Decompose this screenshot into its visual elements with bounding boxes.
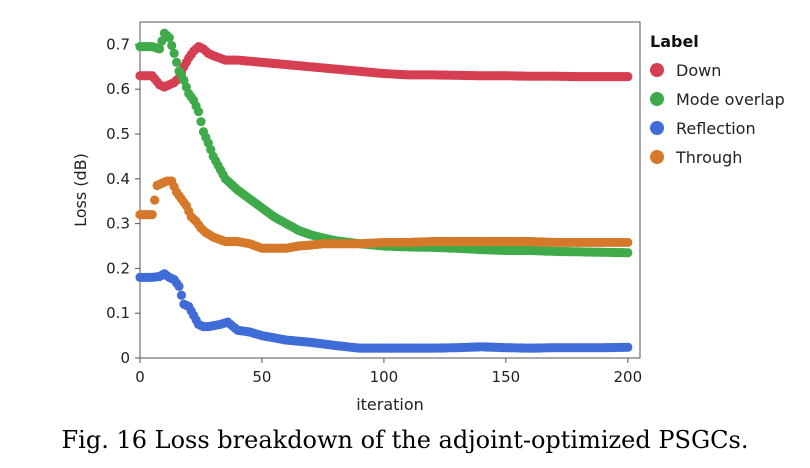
data-point [623, 342, 633, 352]
series-mode-overlap [135, 28, 633, 258]
x-tick-label: 50 [252, 368, 271, 386]
data-points [135, 28, 633, 353]
y-axis-ticks: 0 0.1 0.2 0.3 0.4 0.5 0.6 0.7 [106, 35, 140, 367]
x-axis-title: iteration [356, 395, 424, 414]
y-axis-title: Loss (dB) [71, 153, 90, 227]
legend-label: Mode overlap [676, 90, 785, 109]
plot-frame [139, 21, 641, 359]
series-down [135, 42, 633, 92]
data-point [176, 290, 187, 300]
legend-title: Label [650, 32, 699, 51]
data-point [167, 40, 177, 51]
y-tick-label: 0.5 [106, 125, 130, 143]
legend-label: Through [675, 148, 742, 167]
series-through [135, 176, 633, 253]
figure-caption: Fig. 16 Loss breakdown of the adjoint-op… [61, 426, 749, 454]
legend-marker [650, 63, 664, 77]
y-tick-label: 0.1 [106, 304, 130, 322]
x-axis-ticks: 0 50 100 150 200 [135, 358, 642, 386]
legend-marker [650, 92, 664, 106]
x-tick-label: 200 [613, 368, 642, 386]
data-point [147, 210, 157, 220]
x-tick-label: 0 [135, 368, 145, 386]
legend-marker [650, 121, 664, 135]
data-point [623, 72, 633, 82]
data-point [623, 237, 633, 248]
x-tick-label: 100 [370, 368, 399, 386]
y-tick-label: 0.4 [106, 170, 130, 188]
data-point [154, 44, 165, 54]
series-reflection [135, 269, 633, 353]
data-point [623, 248, 633, 258]
plot-area [139, 21, 641, 359]
data-point [174, 281, 184, 291]
data-point [164, 33, 174, 43]
y-tick-label: 0.6 [106, 80, 130, 98]
legend: Label Down Mode overlap Reflection Through [650, 32, 785, 167]
data-point [193, 107, 204, 117]
data-point [169, 48, 179, 58]
legend-label: Down [676, 61, 721, 80]
x-tick-label: 150 [492, 368, 521, 386]
y-tick-label: 0.2 [106, 259, 130, 277]
legend-marker [650, 150, 664, 164]
data-point [196, 117, 206, 127]
y-tick-label: 0.3 [106, 215, 130, 233]
data-point [150, 195, 160, 205]
y-tick-label: 0 [120, 349, 130, 367]
y-tick-label: 0.7 [106, 35, 130, 53]
loss-scatter-chart: 0 50 100 150 200 0 0.1 0.2 0.3 0.4 0.5 0.6 0.7 iter… [71, 21, 785, 414]
legend-label: Reflection [676, 119, 756, 138]
data-point [171, 57, 182, 67]
